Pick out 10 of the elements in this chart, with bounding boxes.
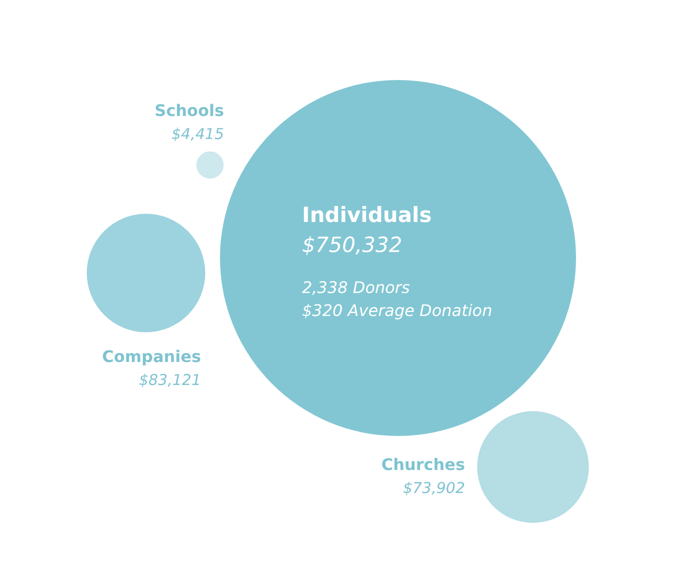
category-label: Churches [381, 455, 465, 474]
category-label: Schools [154, 101, 224, 120]
data-label: $73,902 [402, 479, 465, 497]
text: 2,338 Donors [302, 278, 410, 297]
category-label: Companies [102, 347, 201, 366]
data-label: $750,332 [302, 233, 402, 257]
data-label: $83,121 [138, 371, 201, 389]
data-label: $4,415 [172, 125, 224, 143]
category-label: Individuals [302, 203, 432, 227]
text: $320 Average Donation [302, 301, 492, 320]
